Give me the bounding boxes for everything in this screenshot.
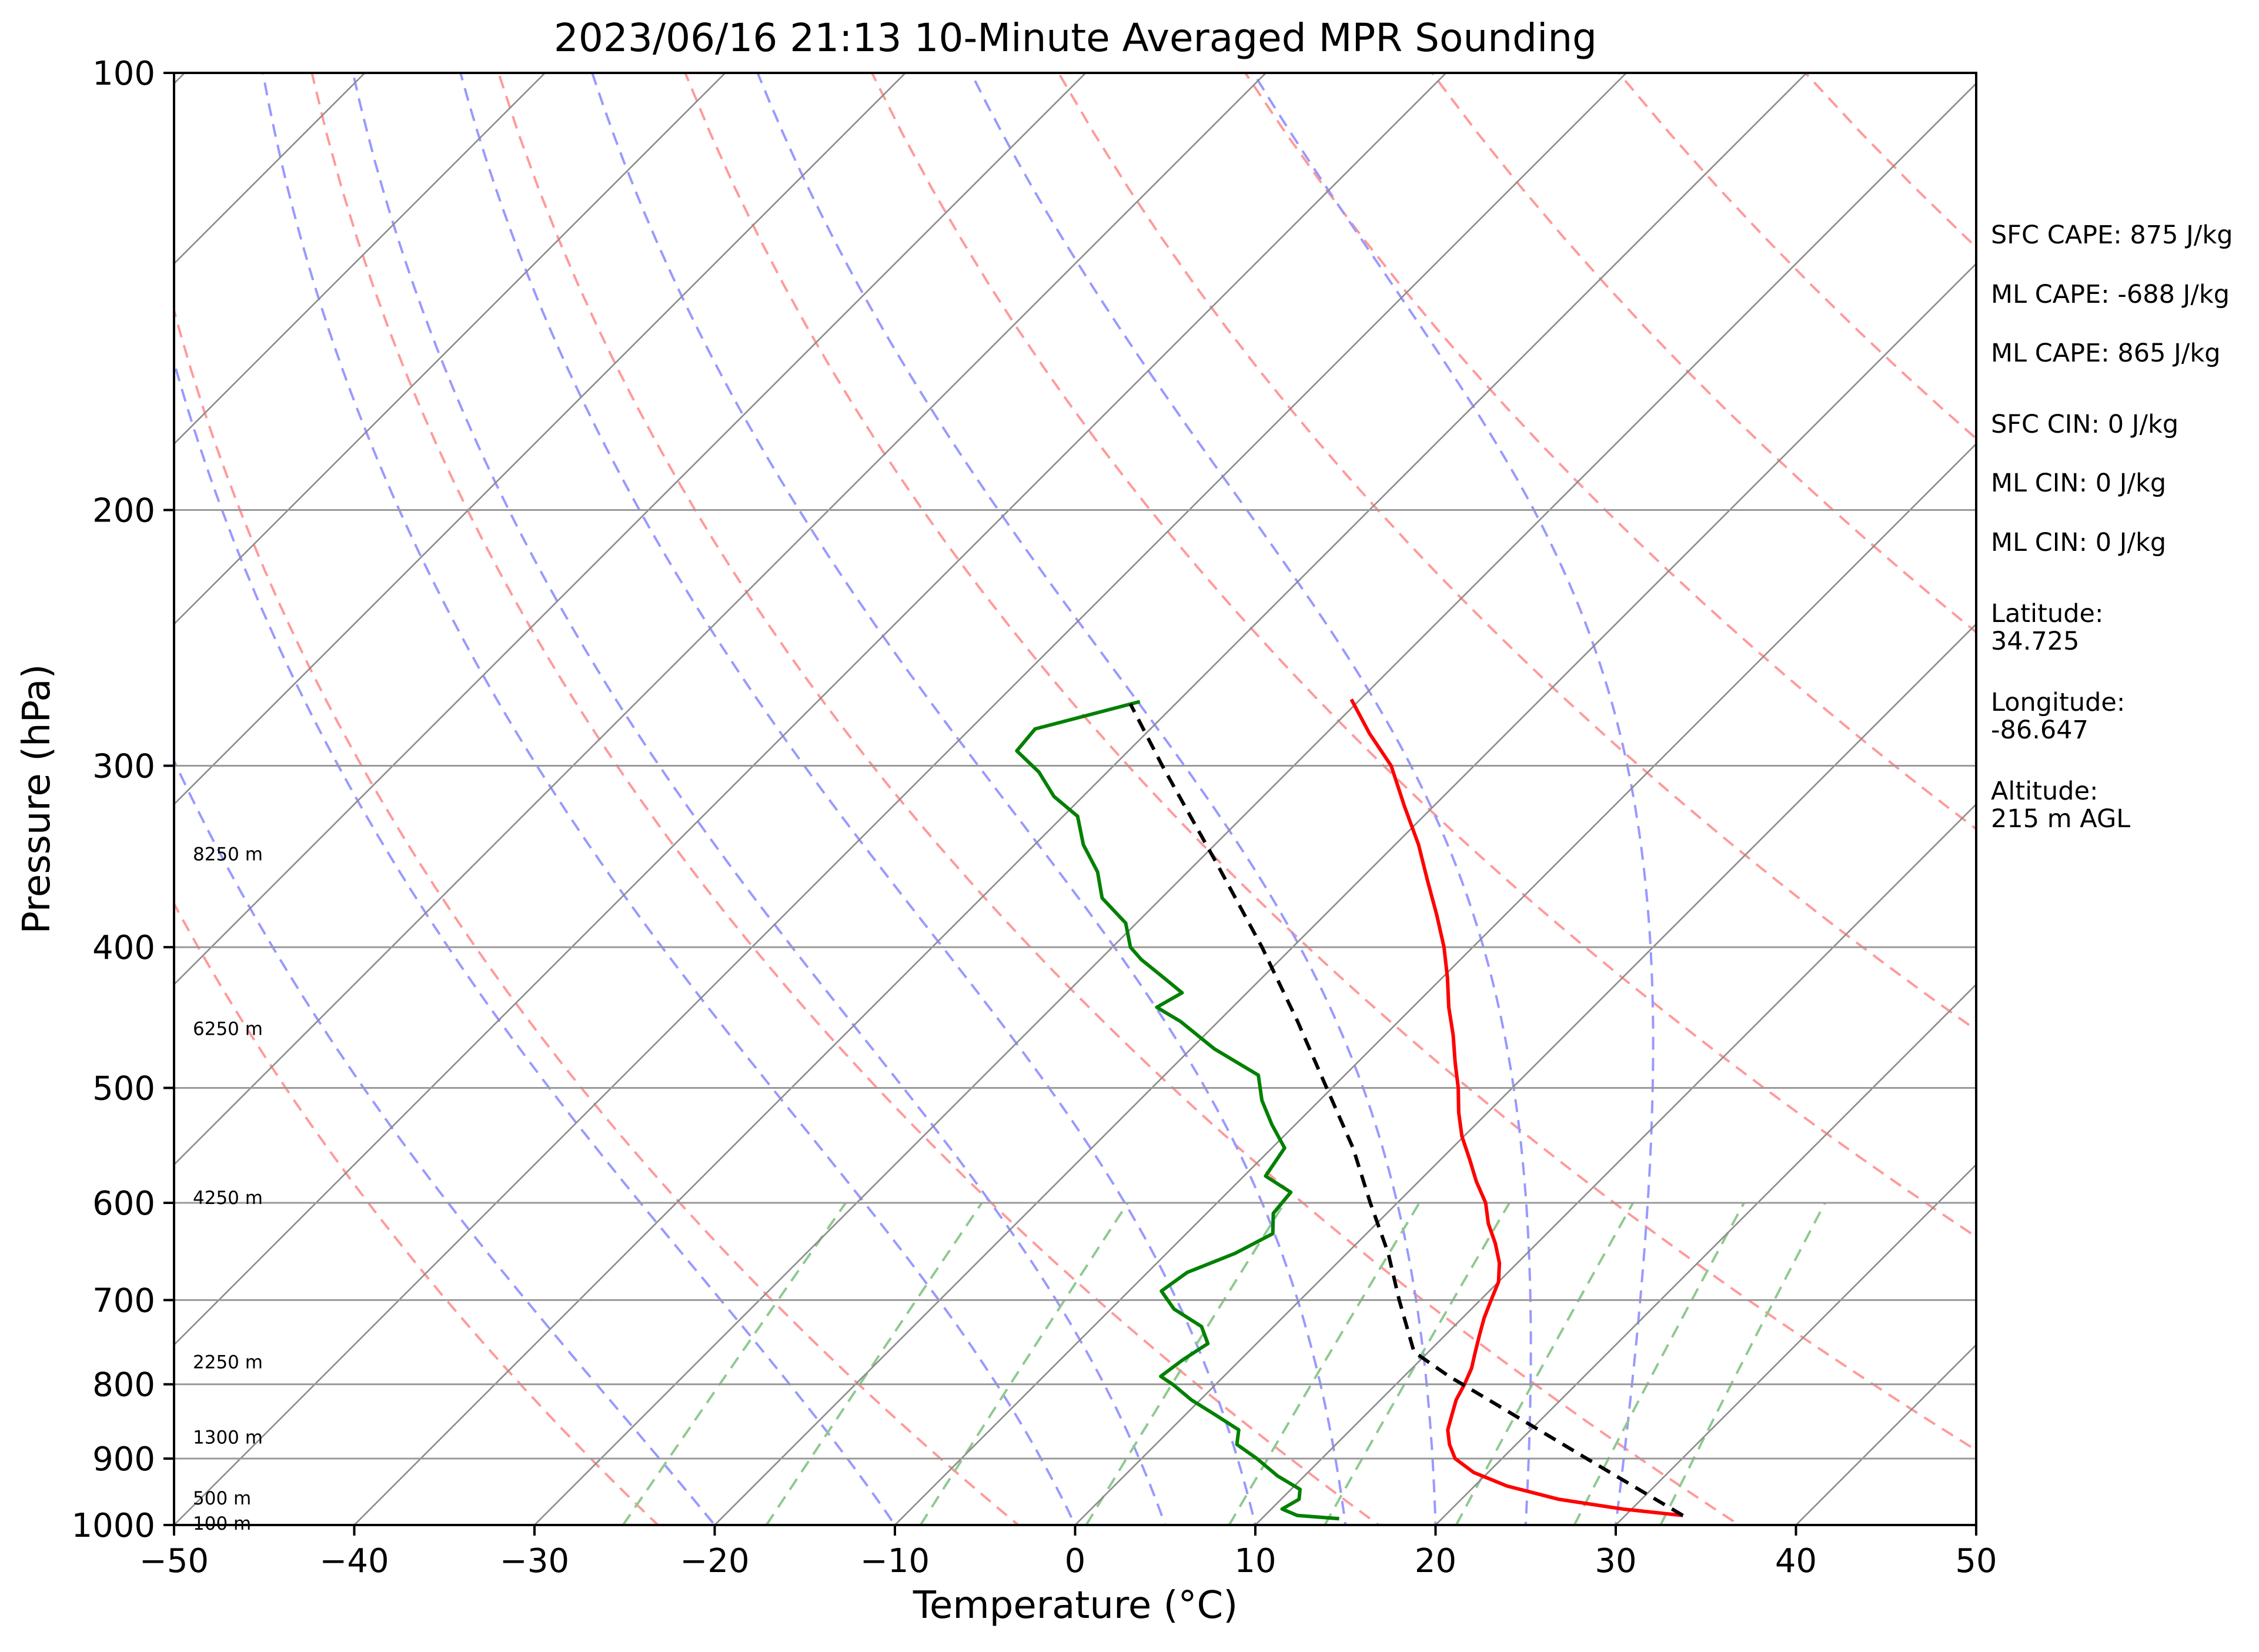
stat-annotation: Latitude: [1991, 599, 2103, 628]
isobar-gridlines [174, 509, 1976, 1460]
y-tick-label: 500 [92, 1069, 155, 1108]
stat-annotation: ML CAPE: 865 J/kg [1991, 339, 2221, 368]
y-tick-label: 400 [92, 929, 155, 967]
y-tick-label: 200 [92, 492, 155, 530]
stat-annotation: Altitude: [1991, 777, 2098, 806]
x-tick-label: 40 [1775, 1542, 1817, 1580]
y-tick-label: 800 [92, 1366, 155, 1404]
y-tick-label: 700 [92, 1282, 155, 1320]
x-axis: −50 −40 −30 −20 −10 0 10 20 30 40 50 [139, 1525, 1997, 1580]
isotherm-line [174, 73, 1628, 1525]
isotherm-lines [174, 73, 1976, 1525]
moist-adiabats [174, 73, 1655, 1525]
moist-adiabat [1252, 73, 1655, 1525]
stat-annotation: -86.647 [1991, 715, 2088, 745]
stat-annotation: 215 m AGL [1991, 804, 2130, 834]
dry-adiabat [174, 306, 1021, 1525]
isotherm-line [1254, 803, 1976, 1525]
mixing-ratio-line [1573, 1202, 1745, 1525]
plot-frame [173, 72, 1977, 1526]
temperature-line [1349, 698, 1683, 1517]
isotherm-line [174, 73, 1267, 1166]
moist-adiabat [352, 73, 1167, 1525]
moist-adiabat [174, 758, 717, 1525]
x-tick-label: −10 [860, 1542, 930, 1580]
height-label: 1300 m [193, 1427, 263, 1449]
isotherm-line [894, 443, 1976, 1525]
x-tick-label: 30 [1595, 1542, 1636, 1580]
x-tick-label: 10 [1234, 1542, 1276, 1580]
mixing-ratio-line [1659, 1202, 1826, 1525]
stat-annotation: ML CAPE: -688 J/kg [1991, 280, 2230, 309]
x-tick-label: −40 [319, 1542, 389, 1580]
isotherm-line [174, 73, 546, 445]
x-tick-label: 20 [1415, 1542, 1456, 1580]
mixing-ratio-line [1228, 1202, 1421, 1525]
height-label: 500 m [193, 1488, 251, 1509]
stat-annotation: 34.725 [1991, 627, 2079, 656]
moist-adiabat [262, 73, 1077, 1525]
isotherm-line [174, 73, 727, 626]
mixing-ratio-line [765, 1202, 983, 1525]
dry-adiabats [174, 73, 1976, 1525]
height-label: 4250 m [193, 1188, 263, 1209]
y-tick-label: 900 [92, 1440, 155, 1479]
stats-annotations: SFC CAPE: 875 J/kg ML CAPE: -688 J/kg ML C… [1991, 220, 2233, 834]
height-label: 100 m [193, 1513, 251, 1534]
y-tick-label: 300 [92, 747, 155, 785]
stat-annotation: Longitude: [1991, 688, 2125, 717]
isotherm-line [174, 73, 1087, 986]
x-tick-label: 0 [1065, 1542, 1086, 1580]
isotherm-line [533, 82, 1976, 1525]
x-tick-label: 50 [1955, 1542, 1997, 1580]
dry-adiabat [174, 901, 660, 1525]
y-axis: 100 200 300 400 500 600 700 800 900 1000 [71, 55, 174, 1545]
x-tick-label: −30 [500, 1542, 569, 1580]
plot-area [173, 72, 1977, 1526]
isotherm-line [1615, 1163, 1976, 1525]
isotherm-line [1434, 983, 1976, 1525]
mixing-ratio-line [919, 1202, 1129, 1525]
stat-annotation: SFC CAPE: 875 J/kg [1991, 220, 2233, 250]
isotherm-line [174, 73, 907, 805]
dry-adiabat [310, 73, 1381, 1525]
y-tick-label: 1000 [71, 1507, 155, 1545]
mixing-ratio-line [1324, 1202, 1511, 1525]
moist-adiabat [174, 357, 897, 1525]
chart-title: 2023/06/16 21:13 10-Minute Averaged MPR … [554, 15, 1597, 61]
height-label: 6250 m [193, 1018, 263, 1039]
mixing-ratio-line [621, 1202, 847, 1525]
isotherm-line [174, 73, 366, 265]
dry-adiabat [870, 73, 1976, 1239]
stat-annotation: ML CIN: 0 J/kg [1991, 469, 2166, 498]
moist-adiabat [591, 73, 1347, 1525]
y-tick-label: 100 [92, 55, 155, 93]
moist-adiabat [459, 73, 1257, 1525]
parcel-line [1128, 703, 1684, 1517]
stat-annotation: ML CIN: 0 J/kg [1991, 528, 2166, 557]
isotherm-line [174, 73, 1448, 1346]
y-tick-label: 600 [92, 1185, 155, 1223]
mixing-ratio-line [1085, 1202, 1286, 1525]
x-tick-label: −20 [680, 1542, 749, 1580]
y-axis-label: Pressure (hPa) [15, 664, 59, 934]
isotherm-line [1074, 623, 1976, 1525]
dewpoint-line [1015, 700, 1339, 1521]
height-labels: 8250 m 6250 m 4250 m 2250 m 1300 m 500 m 100 m [193, 844, 263, 1534]
moist-adiabat [756, 73, 1437, 1525]
stat-annotation: SFC CIN: 0 J/kg [1991, 410, 2178, 439]
height-label: 2250 m [193, 1352, 263, 1373]
dry-adiabat [497, 73, 1742, 1525]
height-label: 8250 m [193, 844, 263, 865]
dry-adiabat [684, 73, 1976, 1452]
series-layer [1015, 698, 1684, 1521]
isotherm-line [353, 73, 1808, 1525]
x-tick-label: −50 [139, 1542, 209, 1580]
x-axis-label: Temperature (°C) [913, 1584, 1238, 1627]
